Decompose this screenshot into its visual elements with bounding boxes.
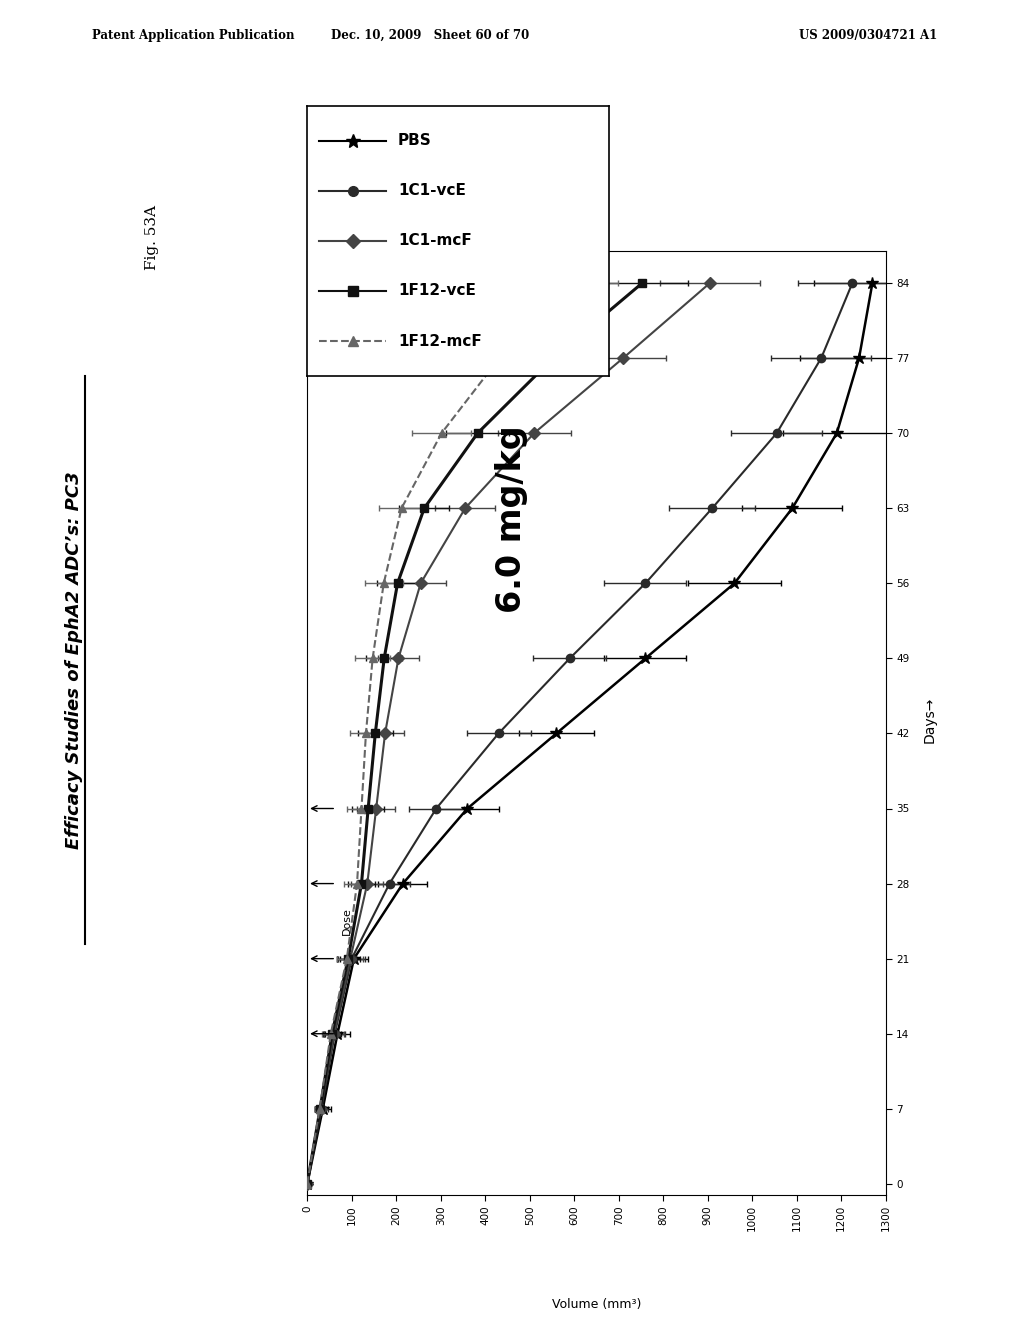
Text: Dose: Dose (342, 907, 352, 935)
Text: Efficacy Studies of EphA2 ADC’s: PC3: Efficacy Studies of EphA2 ADC’s: PC3 (65, 471, 83, 849)
Text: 1C1-vcE: 1C1-vcE (397, 183, 466, 198)
X-axis label: Volume (mm³): Volume (mm³) (552, 1298, 641, 1311)
Text: 1F12-vcE: 1F12-vcE (397, 284, 476, 298)
Text: Dec. 10, 2009   Sheet 60 of 70: Dec. 10, 2009 Sheet 60 of 70 (331, 29, 529, 42)
Text: Days→: Days→ (923, 696, 937, 743)
Text: 1F12-mcF: 1F12-mcF (397, 334, 481, 348)
Text: US 2009/0304721 A1: US 2009/0304721 A1 (799, 29, 937, 42)
Text: PBS: PBS (397, 133, 431, 148)
Text: 1C1-mcF: 1C1-mcF (397, 234, 472, 248)
Text: Patent Application Publication: Patent Application Publication (92, 29, 295, 42)
Text: 6.0 mg/kg: 6.0 mg/kg (496, 425, 528, 612)
Text: Fig. 53A: Fig. 53A (144, 205, 159, 271)
